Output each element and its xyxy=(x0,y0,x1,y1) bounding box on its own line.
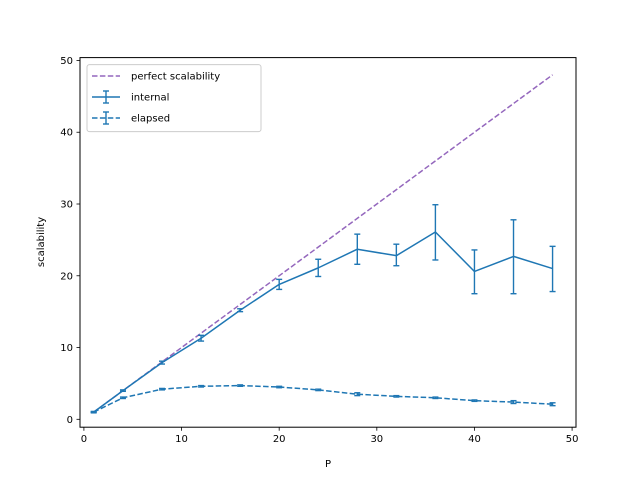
x-tick-label: 20 xyxy=(273,434,286,445)
legend: perfect scalability internal elapsed xyxy=(86,64,262,133)
series-elapsed xyxy=(90,384,556,414)
legend-label: internal xyxy=(131,93,169,104)
legend-entry-perfect-scalability: perfect scalability xyxy=(92,72,220,83)
y-tick-label: 30 xyxy=(60,200,73,211)
x-tick-label: 0 xyxy=(81,434,87,445)
legend-box xyxy=(86,64,262,133)
series-line-elapsed xyxy=(93,384,553,413)
plot-frame xyxy=(79,57,577,428)
error-bar xyxy=(549,402,556,407)
legend-label: perfect scalability xyxy=(131,72,220,83)
series-perfect-scalability xyxy=(93,74,554,413)
y-tick-label: 10 xyxy=(60,343,73,354)
x-tick-label: 10 xyxy=(175,434,188,445)
legend-label: elapsed xyxy=(131,114,170,125)
y-tick-label: 50 xyxy=(60,56,73,67)
x-axis-label: P xyxy=(325,459,331,470)
legend-entry-internal: internal xyxy=(92,90,169,104)
x-axis-ticks: 0 10 20 30 40 50 xyxy=(81,427,579,445)
series-internal xyxy=(90,204,556,413)
y-axis-label: scalability xyxy=(36,217,47,267)
error-bar xyxy=(354,392,361,397)
y-tick-label: 20 xyxy=(60,271,73,282)
y-axis-ticks: 0 10 20 30 40 50 xyxy=(60,56,80,426)
x-tick-label: 50 xyxy=(566,434,579,445)
plot-marks xyxy=(90,74,556,414)
x-tick-label: 30 xyxy=(370,434,383,445)
series-line-perfect-scalability xyxy=(93,74,554,413)
series-line-internal xyxy=(93,231,553,413)
error-bar xyxy=(549,245,556,293)
y-tick-label: 0 xyxy=(67,415,73,426)
legend-entry-elapsed: elapsed xyxy=(92,111,170,125)
error-bar xyxy=(510,399,517,405)
y-tick-label: 40 xyxy=(60,128,73,139)
x-tick-label: 40 xyxy=(468,434,481,445)
